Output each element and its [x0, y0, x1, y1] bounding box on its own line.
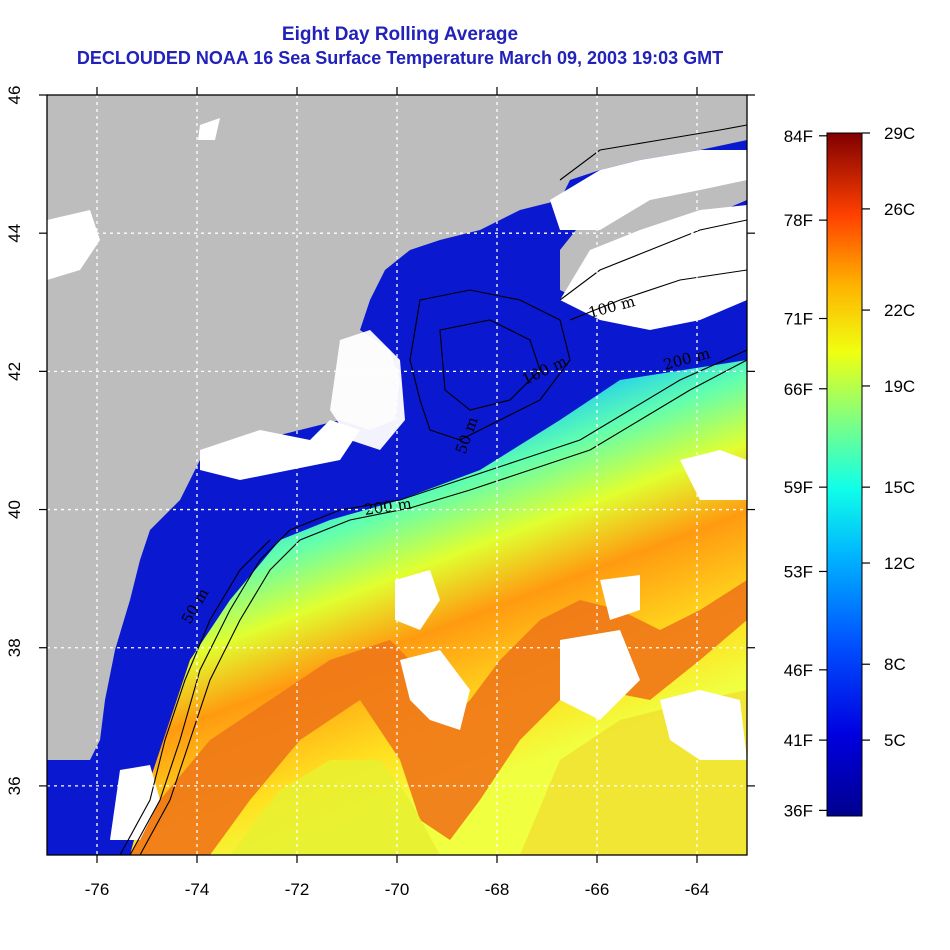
sargasso-warm-water	[230, 760, 440, 855]
colorbar-celsius-label: 26C	[884, 200, 915, 219]
colorbar-celsius-label: 15C	[884, 478, 915, 497]
colorbar-fahrenheit-labels: 84F 78F 71F 66F 59F 53F 46F 41F 36F	[784, 127, 827, 820]
colorbar-fahrenheit-label: 36F	[784, 801, 813, 820]
colorbar-celsius-label: 8C	[884, 655, 906, 674]
colorbar-celsius-label: 29C	[884, 124, 915, 143]
colorbar-celsius-label: 19C	[884, 377, 915, 396]
x-tick-label: -74	[185, 880, 210, 899]
land-new-england	[47, 95, 747, 760]
y-tick-label: 38	[5, 638, 24, 657]
colorbar-fahrenheit-label: 84F	[784, 127, 813, 146]
colorbar-fahrenheit-label: 59F	[784, 478, 813, 497]
lat-lon-grid	[47, 95, 747, 855]
colorbar-celsius-label: 12C	[884, 554, 915, 573]
x-tick-label: -76	[85, 880, 110, 899]
colorbar-celsius-labels: 29C 26C 22C 19C 15C 12C 8C 5C	[862, 124, 915, 750]
x-axis-ticks: -76 -74 -72 -70 -68 -66 -64	[85, 87, 710, 899]
cloud-patches	[395, 570, 440, 630]
x-tick-label: -72	[285, 880, 310, 899]
colorbar-fahrenheit-label: 78F	[784, 211, 813, 230]
colorbar-fahrenheit-label: 53F	[784, 562, 813, 581]
title-line-1: Eight Day Rolling Average	[281, 24, 519, 45]
x-tick-label: -70	[385, 880, 410, 899]
colorbar-fahrenheit-label: 46F	[784, 661, 813, 680]
colorbar-fahrenheit-label: 66F	[784, 380, 813, 399]
y-tick-label: 40	[5, 500, 24, 519]
map-plot-area: 50 m 100 m 200 m 50 m 100 m 200 m	[47, 95, 747, 855]
title-line-2: DECLOUDED NOAA 16 Sea Surface Temperatur…	[76, 48, 724, 68]
x-tick-label: -68	[485, 880, 510, 899]
colorbar	[826, 132, 863, 817]
x-tick-label: -64	[685, 880, 710, 899]
colorbar-celsius-label: 22C	[884, 301, 915, 320]
y-tick-label: 46	[5, 86, 24, 105]
x-tick-label: -66	[585, 880, 610, 899]
colorbar-fahrenheit-label: 41F	[784, 731, 813, 750]
y-tick-label: 36	[5, 776, 24, 795]
colorbar-fahrenheit-label: 71F	[784, 310, 813, 329]
colorbar-celsius-label: 5C	[884, 731, 906, 750]
y-tick-label: 44	[5, 224, 24, 243]
y-axis-ticks: 36 38 40 42 44 46	[5, 86, 755, 795]
y-tick-label: 42	[5, 362, 24, 381]
